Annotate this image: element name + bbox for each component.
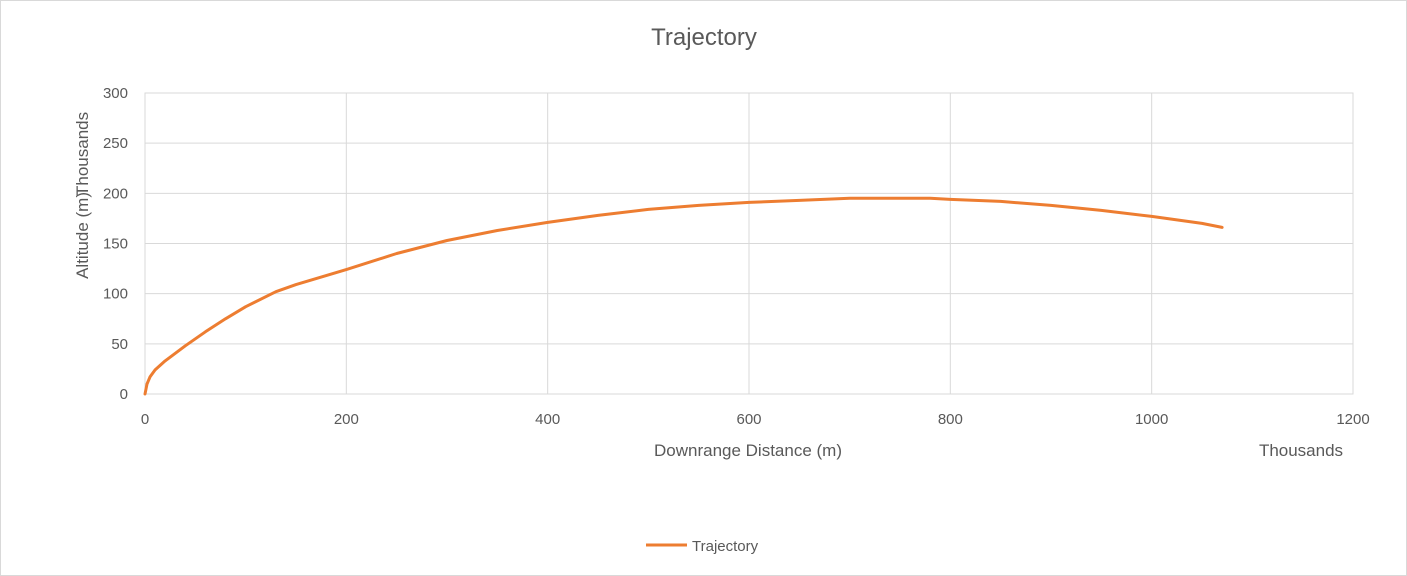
y-tick-label: 50 — [111, 336, 128, 353]
legend-label-trajectory: Trajectory — [692, 538, 759, 555]
x-tick-label: 0 — [141, 411, 149, 428]
y-tick-label: 300 — [103, 85, 128, 102]
plot-area-border — [144, 92, 1354, 395]
gridlines — [144, 92, 1354, 395]
x-tick-label: 200 — [334, 411, 359, 428]
y-tick-label: 200 — [103, 185, 128, 202]
y-axis-ticks: 0 50 100 150 200 250 300 — [103, 85, 128, 403]
x-axis-display-unit: Thousands — [1259, 441, 1343, 460]
x-axis-title: Downrange Distance (m) — [654, 441, 842, 460]
x-tick-label: 400 — [535, 411, 560, 428]
series-layer — [143, 196, 1224, 396]
chart-title: Trajectory — [651, 24, 757, 51]
x-tick-label: 600 — [736, 411, 761, 428]
x-axis-ticks: 0 200 400 600 800 1000 1200 — [141, 411, 1370, 428]
y-tick-label: 250 — [103, 135, 128, 152]
y-tick-label: 100 — [103, 286, 128, 303]
plot-border — [144, 92, 1354, 395]
x-tick-label: 800 — [938, 411, 963, 428]
series-line-trajectory — [143, 196, 1224, 396]
x-tick-label: 1000 — [1135, 411, 1168, 428]
y-axis-display-unit: Thousands — [73, 112, 92, 196]
y-tick-label: 150 — [103, 236, 128, 253]
legend: Trajectory — [646, 538, 759, 555]
y-tick-label: 0 — [120, 386, 128, 403]
y-axis-title: Altitude (m) — [73, 192, 92, 279]
x-tick-label: 1200 — [1336, 411, 1369, 428]
